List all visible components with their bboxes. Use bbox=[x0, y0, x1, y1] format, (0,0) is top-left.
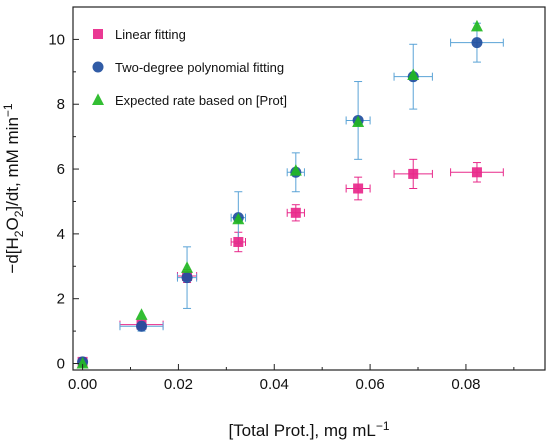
x-tick-label: 0.02 bbox=[164, 376, 193, 393]
y-tick-label: 2 bbox=[57, 291, 65, 308]
plot-frame bbox=[72, 6, 546, 371]
x-axis-ticks: 0.00 0.02 0.04 0.06 0.08 bbox=[68, 364, 515, 393]
y-axis-title-part: 2 bbox=[12, 230, 26, 237]
legend-marker-triangle bbox=[92, 93, 104, 105]
data-point-circle bbox=[181, 272, 193, 284]
y-tick-label: 10 bbox=[48, 31, 65, 48]
data-point-triangle bbox=[232, 212, 245, 225]
data-point-circle bbox=[471, 37, 483, 49]
y-tick-label: 4 bbox=[57, 226, 65, 243]
x-tick-label: 0.06 bbox=[355, 376, 384, 393]
y-axis-title-part: O bbox=[3, 217, 22, 230]
legend: Linear fitting Two-degree polynomial fitt… bbox=[92, 27, 287, 108]
data-point-square bbox=[233, 236, 244, 247]
data-point-triangle bbox=[352, 115, 365, 128]
legend-marker-square bbox=[93, 29, 103, 39]
y-axis-title-part: ]/dt, mM min bbox=[3, 117, 22, 211]
legend-label: Expected rate based on [Prot] bbox=[115, 93, 287, 108]
y-axis-title-part: −d[H bbox=[3, 237, 22, 273]
y-tick-label: 0 bbox=[57, 356, 65, 373]
data-point-triangle bbox=[135, 308, 148, 320]
y-axis-ticks: 0 2 4 6 8 10 bbox=[48, 31, 79, 373]
x-tick-label: 0.04 bbox=[260, 376, 289, 393]
x-tick-label: 0.00 bbox=[68, 376, 97, 393]
legend-marker-circle bbox=[92, 61, 104, 73]
legend-label: Linear fitting bbox=[115, 27, 186, 42]
markers-layer bbox=[76, 19, 483, 369]
x-axis-title-main: [Total Prot.], mg mL bbox=[228, 421, 375, 440]
x-tick-label: 0.08 bbox=[451, 376, 480, 393]
data-point-triangle bbox=[407, 68, 420, 81]
data-point-triangle bbox=[76, 356, 89, 369]
x-axis-title: [Total Prot.], mg mL−1 bbox=[228, 419, 389, 440]
data-point-triangle bbox=[289, 164, 302, 176]
legend-label: Two-degree polynomial fitting bbox=[115, 60, 284, 75]
data-point-square bbox=[408, 168, 419, 179]
data-point-square bbox=[290, 207, 301, 218]
x-axis-title-sup: −1 bbox=[376, 419, 390, 433]
y-axis-title-part: −1 bbox=[1, 103, 15, 117]
y-axis-title-part: 2 bbox=[12, 210, 26, 217]
data-point-square bbox=[471, 167, 482, 178]
data-point-circle bbox=[136, 320, 148, 332]
data-point-square bbox=[353, 183, 364, 194]
y-axis-title: −d[H2O2]/dt, mM min−1 bbox=[1, 103, 26, 274]
data-point-triangle bbox=[181, 261, 194, 273]
data-point-triangle bbox=[470, 19, 483, 32]
y-tick-label: 8 bbox=[57, 96, 65, 113]
y-tick-label: 6 bbox=[57, 161, 65, 178]
